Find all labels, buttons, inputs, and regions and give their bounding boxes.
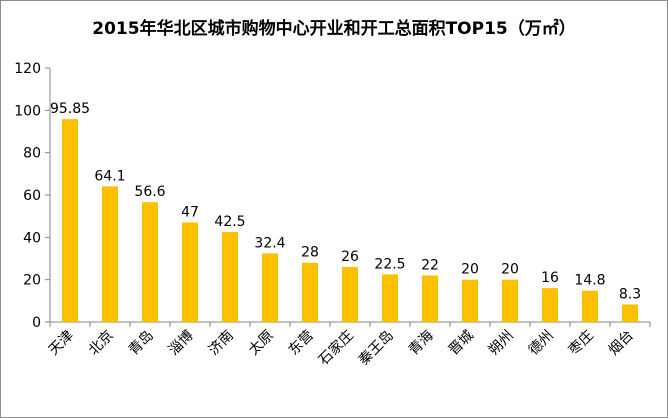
- category-label: 烟台: [606, 328, 637, 359]
- category-label: 北京: [86, 328, 117, 359]
- category-label: 淄博: [165, 327, 197, 359]
- y-tick-label: 60: [23, 188, 41, 204]
- bar: [302, 262, 318, 322]
- data-label: 16: [541, 270, 559, 286]
- category-label: 秦王岛: [356, 328, 397, 369]
- data-label: 14.8: [574, 273, 605, 289]
- category-label: 太原: [246, 328, 277, 359]
- data-label: 8.3: [619, 286, 641, 302]
- data-label: 47: [181, 205, 199, 221]
- y-tick-label: 120: [14, 61, 41, 77]
- category-label: 青海: [406, 328, 437, 359]
- category-label: 天津: [46, 328, 77, 359]
- category-label: 枣庄: [565, 327, 597, 359]
- category-label: 济南: [206, 328, 237, 359]
- data-label: 28: [301, 245, 319, 261]
- y-tick-label: 40: [23, 230, 41, 246]
- bar: [422, 275, 438, 322]
- y-tick-label: 100: [14, 103, 41, 119]
- y-tick-label: 0: [32, 315, 41, 331]
- bar: [262, 253, 278, 322]
- bar: [342, 266, 358, 322]
- bar: [222, 232, 238, 322]
- data-label: 20: [461, 262, 479, 278]
- data-label: 22.5: [374, 256, 405, 272]
- category-label: 晋城: [446, 328, 477, 359]
- bar: [542, 288, 558, 322]
- data-label: 20: [501, 262, 519, 278]
- category-label: 东营: [286, 328, 317, 359]
- data-label: 56.6: [134, 184, 165, 200]
- category-label: 青岛: [126, 328, 157, 359]
- y-tick-label: 20: [23, 273, 41, 289]
- y-tick-label: 80: [23, 146, 41, 162]
- bar: [502, 279, 518, 322]
- data-label: 32.4: [254, 235, 285, 251]
- data-label: 95.85: [50, 101, 90, 117]
- bar: [182, 222, 198, 322]
- axes: 0 20 40 60 80 100 120: [14, 61, 651, 331]
- bar: [102, 186, 118, 322]
- bar: [142, 202, 158, 322]
- category-label: 朔州: [486, 328, 517, 359]
- bar: [462, 279, 478, 322]
- category-label: 德州: [526, 328, 557, 359]
- category-label: 石家庄: [315, 327, 357, 369]
- data-label: 26: [341, 249, 359, 265]
- bar: [622, 304, 638, 322]
- data-label: 42.5: [214, 214, 245, 230]
- bar: [582, 290, 598, 322]
- bar: [62, 119, 78, 323]
- labels: 95.85 天津 64.1 北京 56.6 青岛 47 淄博 42.5 济南 32.4 太原 28 东营 2…: [46, 101, 641, 368]
- chart-title: 2015年华北区城市购物中心开业和开工总面积TOP15（万㎡）: [92, 19, 576, 39]
- bars: [62, 119, 638, 323]
- data-label: 22: [421, 257, 439, 273]
- data-label: 64.1: [94, 168, 125, 184]
- bar: [382, 274, 398, 322]
